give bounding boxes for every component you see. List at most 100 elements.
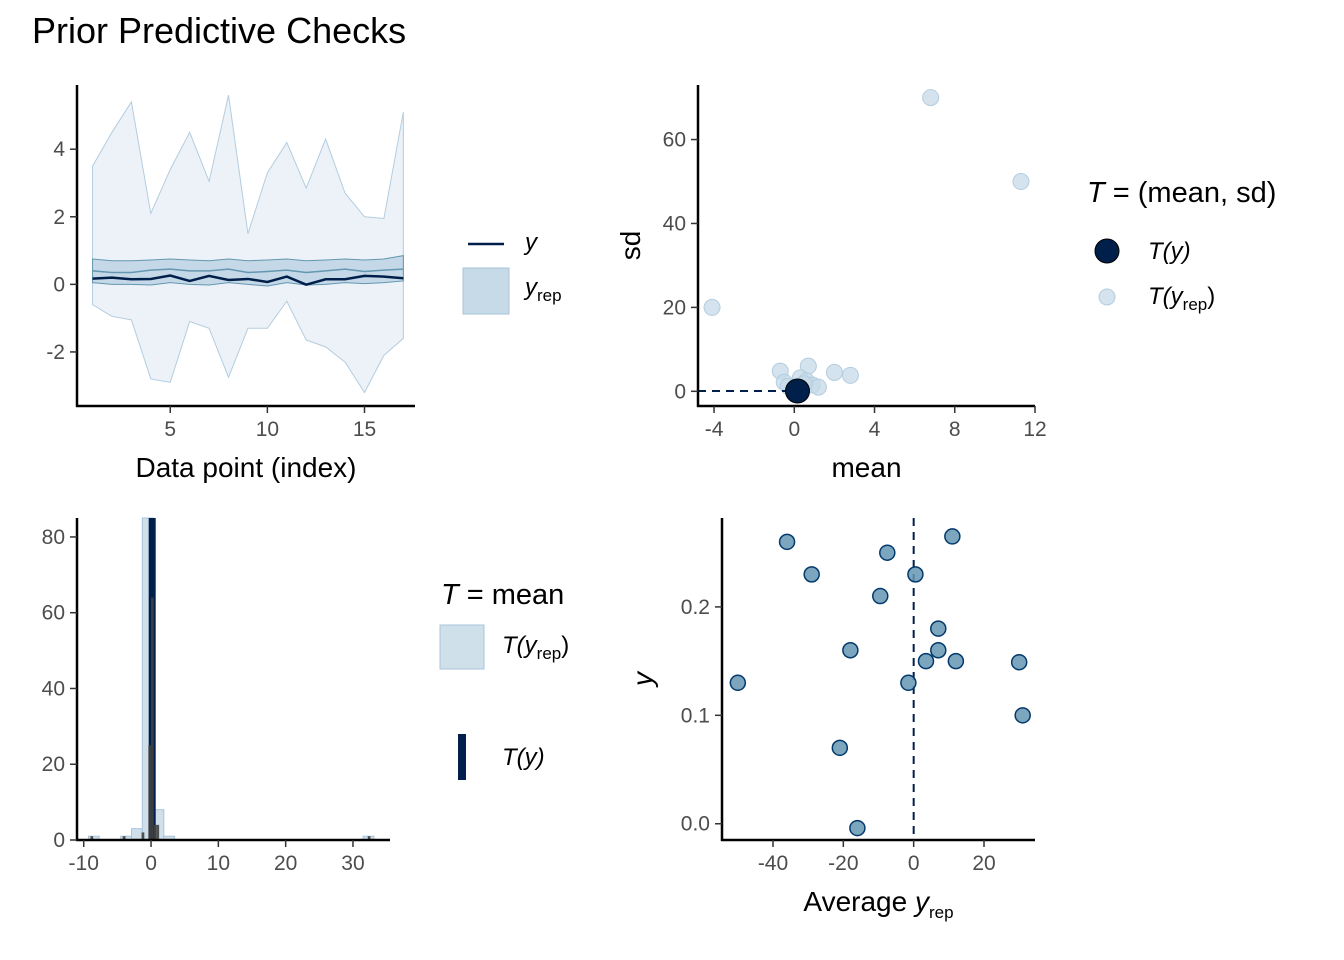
y-tick-label: 0	[53, 829, 65, 852]
legend-yrep-text: T(y	[1148, 283, 1185, 310]
legend-yrep-label: yrep	[523, 274, 562, 305]
legend-yrep-key	[439, 624, 485, 670]
x-tick-label: 15	[353, 418, 376, 441]
legend-title-text: = mean	[459, 579, 565, 611]
avg-yrep-point	[778, 533, 796, 551]
legend-y-text: y	[523, 229, 539, 256]
y-tick-label: 60	[42, 602, 65, 625]
x-tick-label: 20	[972, 852, 995, 875]
y-axis-title: sd	[615, 231, 646, 261]
legend-yrep-close: )	[561, 632, 569, 659]
avg-yrep-point	[831, 739, 849, 757]
y-tick-label: 40	[663, 212, 686, 235]
observed-stat-point	[784, 378, 810, 404]
x-axis-title: Data point (index)	[135, 452, 356, 483]
legend-observed-key	[1094, 238, 1120, 264]
avg-yrep-point	[947, 652, 965, 670]
y-tick-label: 60	[663, 129, 686, 152]
yrep-fine-hist-bar	[151, 597, 154, 840]
legend-yrep-key	[1098, 288, 1116, 306]
x-tick-label: 0	[145, 852, 157, 875]
legend-yrep-key	[462, 267, 510, 315]
yrep-stat-point	[825, 363, 843, 381]
legend-yrep-subscript: rep	[537, 286, 562, 305]
avg-yrep-point	[907, 566, 924, 583]
yrep-stat-point	[703, 298, 721, 316]
yrep-fine-hist-bar	[122, 836, 126, 840]
yrep-stat-point	[1012, 173, 1030, 191]
legend-title-symbol: T	[441, 579, 461, 611]
x-tick-label: 4	[869, 418, 881, 441]
x-axis-title: Average yrep	[803, 886, 953, 922]
legend-yrep-close: )	[1207, 283, 1215, 310]
legend-y-label: y	[523, 229, 539, 256]
yrep-fine-hist-bar	[148, 745, 152, 840]
y-tick-label: 0	[674, 380, 686, 403]
x-tick-label: -10	[69, 852, 99, 875]
x-tick-label: 10	[207, 852, 230, 875]
x-axis-title-subscript: rep	[929, 903, 954, 922]
y-tick-label: 4	[53, 138, 65, 161]
avg-yrep-point	[879, 544, 896, 561]
y-tick-label: -2	[46, 341, 65, 364]
outer-interval-band	[92, 95, 404, 394]
legend-observed-label: T(y)	[502, 744, 545, 771]
y-tick-label: 40	[42, 677, 65, 700]
x-tick-label: -4	[705, 418, 724, 441]
avg-yrep-point	[849, 819, 866, 837]
legend-yrep-text: T(y	[502, 632, 539, 659]
avg-yrep-point	[900, 674, 917, 692]
legend-title: T = (mean, sd)	[1087, 177, 1276, 209]
x-tick-label: 0	[788, 418, 800, 441]
yrep-fine-hist-bar	[367, 836, 371, 840]
x-tick-label: 0	[908, 852, 920, 875]
x-tick-label: -40	[758, 852, 788, 875]
x-axis-title-text: Average	[803, 886, 915, 917]
legend-yrep-text: y	[523, 274, 539, 301]
avg-yrep-point	[1010, 653, 1028, 671]
yrep-fine-hist-bar	[153, 824, 157, 840]
yrep-stat-point	[922, 89, 940, 107]
legend-observed-key	[458, 734, 466, 780]
yrep-stat-point	[841, 366, 859, 384]
legend-observed-label: T(y)	[1148, 238, 1191, 265]
y-tick-label: 20	[42, 753, 65, 776]
x-axis-title: mean	[831, 452, 901, 483]
yrep-stat-point	[809, 378, 827, 396]
y-axis-title: y	[627, 670, 658, 688]
legend-title: T = mean	[441, 579, 564, 611]
avg-yrep-point	[930, 642, 947, 659]
avg-yrep-point	[944, 528, 961, 545]
avg-yrep-point	[872, 587, 889, 605]
avg-yrep-point	[842, 642, 859, 659]
y-tick-label: 0.2	[681, 596, 710, 619]
legend-yrep-label: T(yrep)	[1148, 283, 1215, 314]
y-tick-label: 0	[53, 273, 65, 296]
x-axis-title-symbol: y	[913, 886, 931, 917]
legend-title-symbol: T	[1087, 177, 1107, 209]
yrep-fine-hist-bar	[90, 836, 94, 840]
y-tick-label: 0.0	[681, 813, 710, 836]
avg-yrep-point	[1014, 707, 1031, 724]
y-tick-label: 0.1	[681, 704, 710, 727]
x-tick-label: -20	[828, 852, 858, 875]
legend-yrep-subscript: rep	[537, 644, 562, 663]
legend-title-text: = (mean, sd)	[1105, 177, 1277, 209]
avg-yrep-point	[930, 620, 947, 637]
x-tick-label: 20	[274, 852, 297, 875]
yrep-fine-hist-bar	[141, 832, 145, 840]
yrep-fine-hist-bar	[156, 824, 160, 840]
y-tick-label: 2	[53, 206, 65, 229]
avg-yrep-point	[729, 674, 747, 692]
x-tick-label: 30	[341, 852, 364, 875]
yrep-hist-bar	[131, 828, 143, 841]
legend-yrep-subscript: rep	[1183, 295, 1208, 314]
figure-title: Prior Predictive Checks	[32, 10, 407, 51]
x-tick-label: 10	[256, 418, 279, 441]
legend-yrep-label: T(yrep)	[502, 632, 569, 663]
y-tick-label: 80	[42, 526, 65, 549]
